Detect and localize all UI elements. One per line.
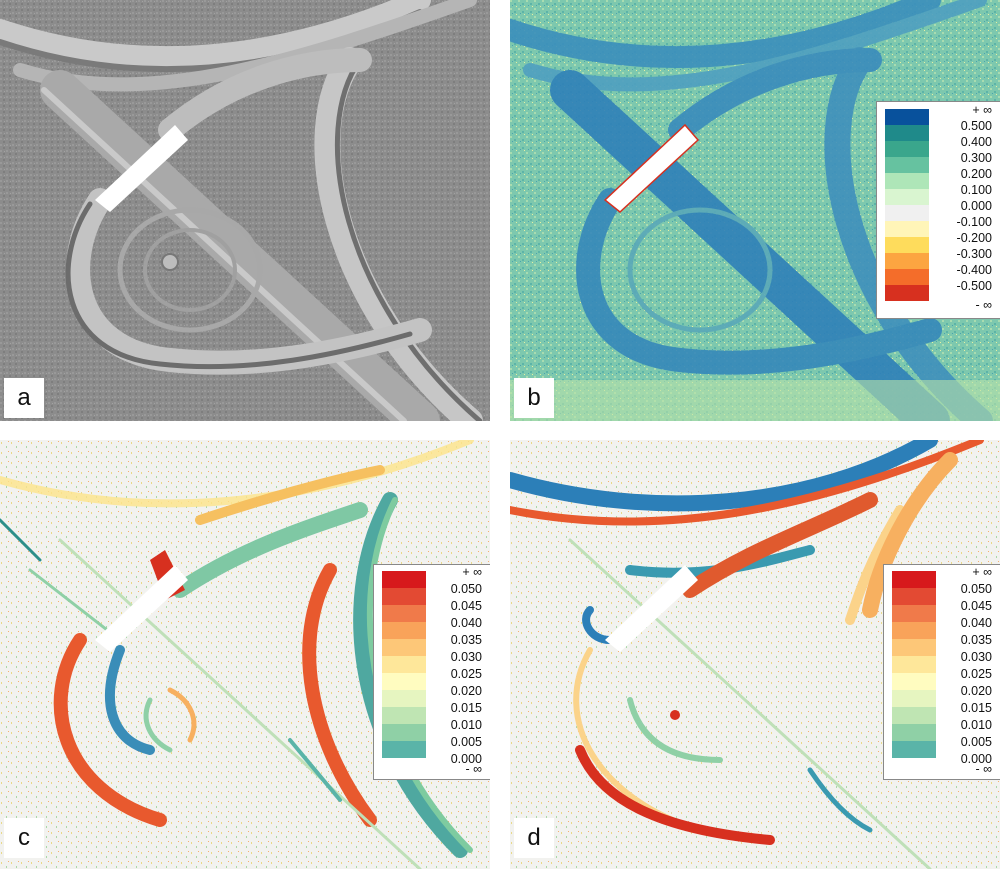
legend-c-label-0: + ∞ (462, 565, 482, 579)
legend-b-label-0: + ∞ (972, 103, 992, 117)
bridge-gap (605, 565, 698, 652)
legend-b-swatch-2 (885, 141, 929, 157)
legend-b-swatch-7 (885, 221, 929, 237)
legend-c-label-12: - ∞ (465, 762, 482, 776)
panel-label-b: b (514, 378, 554, 418)
panel-c-slope-map: + ∞ 0.050 0.045 0.040 0.035 0.030 0.025 … (0, 440, 490, 869)
panel-label-a: a (4, 378, 44, 418)
legend-d-label-5: 0.030 (960, 650, 992, 664)
legend-b-swatch-4 (885, 173, 929, 189)
legend-b-swatch-9 (885, 253, 929, 269)
legend-b-label-7: -0.100 (956, 215, 992, 229)
legend-c-label-7: 0.020 (450, 684, 482, 698)
legend-b-swatch-3 (885, 157, 929, 173)
legend-c: + ∞ 0.050 0.045 0.040 0.035 0.030 0.025 … (373, 564, 490, 780)
legend-d-swatch-2 (892, 605, 936, 622)
panel-b-difference-map: + ∞ 0.500 0.400 0.300 0.200 0.100 0.000 … (510, 0, 1000, 421)
legend-d-label-10: 0.005 (960, 735, 992, 749)
legend-c-label-9: 0.010 (450, 718, 482, 732)
legend-d-swatch-9 (892, 724, 936, 741)
legend-d-swatch-6 (892, 673, 936, 690)
bridge-gap (603, 123, 700, 213)
legend-b-swatch-11 (885, 285, 929, 301)
legend-d-label-4: 0.035 (960, 633, 992, 647)
legend-d-swatch-10 (892, 741, 936, 758)
legend-d-label-9: 0.010 (960, 718, 992, 732)
legend-b-label-11: -0.500 (956, 279, 992, 293)
legend-b-swatch-10 (885, 269, 929, 285)
legend-c-swatch-6 (382, 673, 426, 690)
legend-c-label-1: 0.050 (450, 582, 482, 596)
legend-c-swatch-10 (382, 741, 426, 758)
legend-c-swatch-8 (382, 707, 426, 724)
legend-b-label-2: 0.400 (960, 135, 992, 149)
legend-b-swatch-0 (885, 109, 929, 125)
legend-b-label-10: -0.400 (956, 263, 992, 277)
legend-b-label-4: 0.200 (960, 167, 992, 181)
legend-c-label-4: 0.035 (450, 633, 482, 647)
legend-c-swatch-0 (382, 571, 426, 588)
bridge-gap (95, 565, 188, 652)
legend-c-swatch-7 (382, 690, 426, 707)
legend-b-swatch-5 (885, 189, 929, 205)
legend-c-label-2: 0.045 (450, 599, 482, 613)
legend-d-label-8: 0.015 (960, 701, 992, 715)
legend-b-label-3: 0.300 (960, 151, 992, 165)
legend-c-label-11: 0.000 (450, 752, 482, 766)
legend-c-swatch-2 (382, 605, 426, 622)
legend-d-swatch-0 (892, 571, 936, 588)
legend-c-label-3: 0.040 (450, 616, 482, 630)
bridge-gap (95, 125, 188, 212)
panel-d-slope-map: + ∞ 0.050 0.045 0.040 0.035 0.030 0.025 … (510, 440, 1000, 869)
legend-d-label-12: - ∞ (975, 762, 992, 776)
legend-b-label-12: - ∞ (975, 298, 992, 312)
legend-c-swatch-4 (382, 639, 426, 656)
legend-d-label-0: + ∞ (972, 565, 992, 579)
legend-d-swatch-7 (892, 690, 936, 707)
legend-c-label-10: 0.005 (450, 735, 482, 749)
panel-label-d: d (514, 818, 554, 858)
legend-d-label-6: 0.025 (960, 667, 992, 681)
legend-d-swatch-3 (892, 622, 936, 639)
legend-b-label-5: 0.100 (960, 183, 992, 197)
legend-b-swatch-8 (885, 237, 929, 253)
legend-b-label-6: 0.000 (960, 199, 992, 213)
legend-b-label-9: -0.300 (956, 247, 992, 261)
hillshade-image (0, 0, 490, 421)
legend-d-label-3: 0.040 (960, 616, 992, 630)
legend-c-swatch-1 (382, 588, 426, 605)
legend-c-label-6: 0.025 (450, 667, 482, 681)
legend-d-swatch-5 (892, 656, 936, 673)
legend-d-swatch-8 (892, 707, 936, 724)
panel-a-hillshade: a (0, 0, 490, 421)
legend-c-swatch-3 (382, 622, 426, 639)
legend-d-label-11: 0.000 (960, 752, 992, 766)
legend-b: + ∞ 0.500 0.400 0.300 0.200 0.100 0.000 … (876, 101, 1000, 319)
legend-b-label-1: 0.500 (960, 119, 992, 133)
legend-b-label-8: -0.200 (956, 231, 992, 245)
legend-d-swatch-1 (892, 588, 936, 605)
difference-map-image (510, 0, 1000, 421)
legend-d-label-2: 0.045 (960, 599, 992, 613)
panel-label-c: c (4, 818, 44, 858)
legend-d-swatch-4 (892, 639, 936, 656)
legend-b-swatch-1 (885, 125, 929, 141)
legend-c-swatch-9 (382, 724, 426, 741)
legend-d: + ∞ 0.050 0.045 0.040 0.035 0.030 0.025 … (883, 564, 1000, 780)
legend-c-swatch-5 (382, 656, 426, 673)
legend-d-label-7: 0.020 (960, 684, 992, 698)
legend-c-label-5: 0.030 (450, 650, 482, 664)
legend-c-label-8: 0.015 (450, 701, 482, 715)
legend-d-label-1: 0.050 (960, 582, 992, 596)
legend-b-swatch-6 (885, 205, 929, 221)
